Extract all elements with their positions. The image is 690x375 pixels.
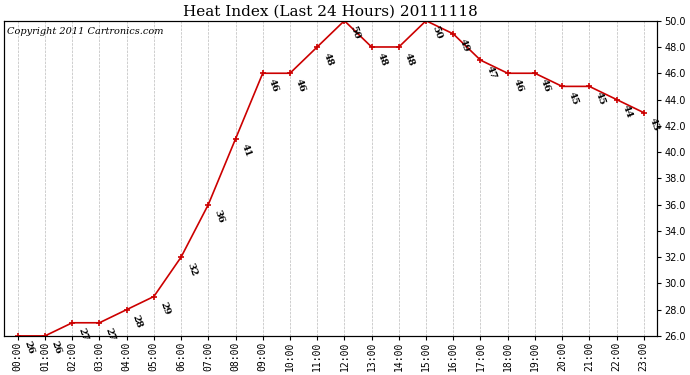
Text: 48: 48: [322, 51, 335, 67]
Text: 43: 43: [648, 117, 661, 133]
Text: 36: 36: [213, 209, 226, 225]
Title: Heat Index (Last 24 Hours) 20111118: Heat Index (Last 24 Hours) 20111118: [184, 4, 478, 18]
Text: 27: 27: [77, 327, 90, 343]
Text: 50: 50: [348, 25, 362, 41]
Text: 48: 48: [376, 51, 389, 67]
Text: 45: 45: [593, 90, 607, 106]
Text: 44: 44: [621, 104, 634, 120]
Text: 48: 48: [403, 51, 416, 67]
Text: 46: 46: [512, 77, 525, 93]
Text: 45: 45: [566, 90, 580, 106]
Text: 41: 41: [239, 143, 253, 159]
Text: 32: 32: [185, 261, 198, 277]
Text: Copyright 2011 Cartronics.com: Copyright 2011 Cartronics.com: [8, 27, 164, 36]
Text: 28: 28: [131, 314, 144, 330]
Text: 46: 46: [539, 77, 552, 93]
Text: 46: 46: [267, 77, 280, 93]
Text: 46: 46: [294, 77, 307, 93]
Text: 26: 26: [49, 340, 62, 356]
Text: 26: 26: [22, 340, 35, 356]
Text: 49: 49: [457, 38, 471, 54]
Text: 50: 50: [430, 25, 443, 41]
Text: 47: 47: [484, 64, 497, 80]
Text: 29: 29: [158, 301, 171, 316]
Text: 27: 27: [104, 327, 117, 343]
